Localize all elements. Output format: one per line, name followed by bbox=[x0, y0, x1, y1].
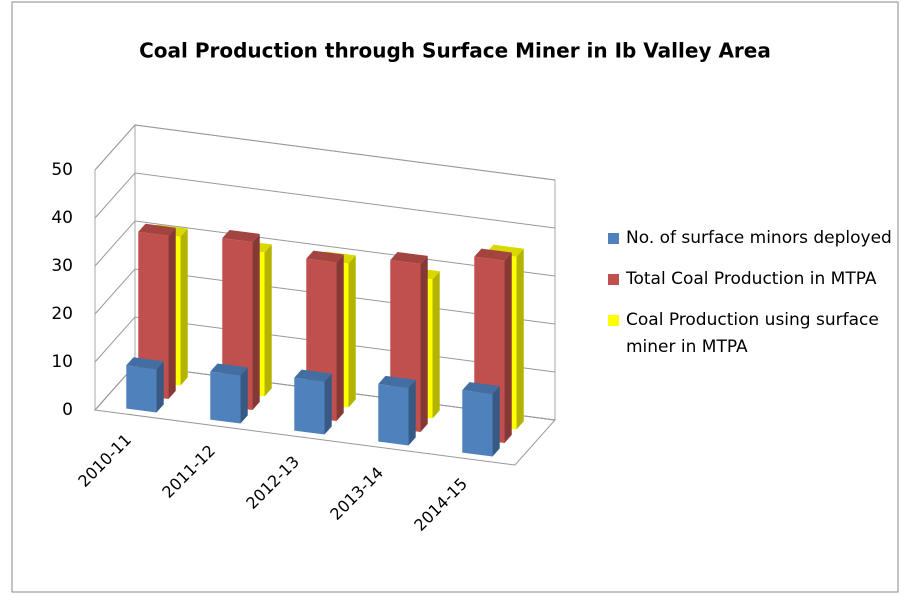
x-tick-label: 2010-11 bbox=[74, 430, 135, 491]
x-tick-label: 2013-14 bbox=[326, 463, 387, 524]
legend-label: Total Coal Production in MTPA bbox=[626, 269, 877, 289]
legend-item: No. of surface minors deployed bbox=[608, 225, 893, 252]
bar-side bbox=[168, 227, 176, 400]
bar-side bbox=[240, 367, 248, 424]
legend-label: Coal Production using surface miner in M… bbox=[626, 310, 879, 357]
legend-swatch bbox=[608, 233, 619, 244]
y-tick-label: 30 bbox=[51, 256, 73, 276]
bar-front bbox=[294, 377, 325, 435]
legend: No. of surface minors deployed Total Coal… bbox=[608, 225, 893, 375]
bar-top bbox=[222, 229, 260, 243]
y-tick-label: 0 bbox=[62, 400, 73, 420]
bar-top bbox=[210, 363, 248, 376]
chart-border bbox=[11, 1, 899, 593]
bar-top bbox=[126, 357, 164, 370]
bar-front bbox=[462, 390, 493, 457]
legend-item: Coal Production using surface miner in M… bbox=[608, 307, 893, 361]
bar bbox=[126, 357, 164, 413]
y-tick-label: 40 bbox=[51, 208, 73, 228]
grid-line bbox=[94, 172, 556, 229]
bar bbox=[210, 363, 248, 424]
bar-side bbox=[516, 248, 524, 430]
bar-side bbox=[408, 379, 416, 446]
bar-side bbox=[504, 252, 512, 444]
x-tick-label: 2011-12 bbox=[158, 441, 219, 502]
bar-top bbox=[474, 248, 512, 261]
bar-front bbox=[138, 231, 169, 400]
bar-top bbox=[378, 375, 416, 388]
grid-line bbox=[94, 124, 556, 181]
bar-side bbox=[324, 373, 332, 435]
bar bbox=[462, 382, 500, 457]
bar-front bbox=[126, 365, 157, 413]
bar-side bbox=[252, 233, 260, 411]
bar bbox=[294, 369, 332, 435]
bar-top bbox=[306, 250, 344, 263]
bar-top bbox=[138, 223, 176, 236]
bar-front bbox=[378, 383, 409, 446]
bar-side bbox=[156, 361, 164, 413]
y-tick-label: 50 bbox=[51, 160, 73, 180]
bar-top bbox=[294, 369, 332, 382]
x-tick-label: 2012-13 bbox=[242, 452, 303, 513]
bar-side bbox=[264, 244, 272, 397]
bar bbox=[138, 223, 176, 400]
x-tick-label: 2014-15 bbox=[410, 474, 471, 535]
legend-swatch bbox=[608, 315, 619, 326]
bar-top bbox=[462, 382, 500, 395]
bar-side bbox=[348, 255, 356, 408]
legend-swatch bbox=[608, 274, 619, 285]
bar-side bbox=[336, 254, 344, 422]
bar-side bbox=[180, 228, 188, 386]
bar-front bbox=[210, 371, 241, 424]
bar bbox=[378, 375, 416, 446]
y-tick-label: 20 bbox=[51, 304, 73, 324]
legend-item: Total Coal Production in MTPA bbox=[608, 266, 893, 293]
bar-side bbox=[492, 386, 500, 457]
bar-side bbox=[420, 255, 428, 433]
legend-label: No. of surface minors deployed bbox=[626, 228, 892, 248]
bar-top bbox=[390, 251, 428, 265]
y-tick-label: 10 bbox=[51, 352, 73, 372]
bar-side bbox=[432, 271, 440, 419]
chart-title: Coal Production through Surface Miner in… bbox=[139, 39, 771, 63]
